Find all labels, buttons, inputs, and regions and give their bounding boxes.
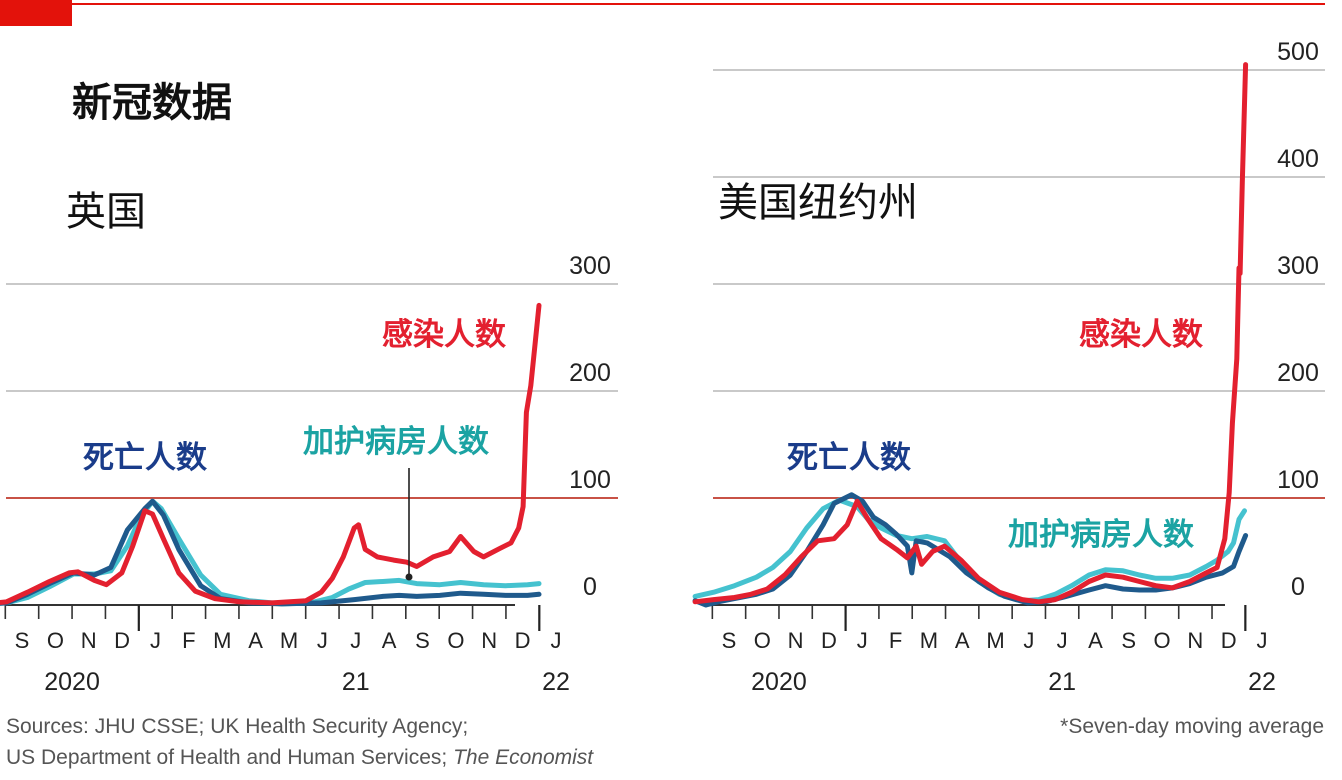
y-tick-label: 300 [1277,252,1319,280]
source-line-2: US Department of Health and Human Servic… [6,746,448,769]
x-month-label: F [182,628,195,653]
source-note: Sources: JHU CSSE; UK Health Security Ag… [6,711,593,773]
x-month-label: S [415,628,430,653]
series-line-cases [692,62,1249,605]
series-line-hospital [0,498,542,607]
footnote: *Seven-day moving average [1060,715,1324,738]
x-month-label: J [1257,628,1268,653]
x-month-label: N [788,628,804,653]
panel-title: 美国纽约州 [718,180,918,226]
x-month-label: D [114,628,130,653]
x-month-label: M [213,628,231,653]
x-year-label: 21 [342,668,370,696]
annotation-dot [405,573,413,581]
x-month-label: S [15,628,30,653]
x-month-label: M [986,628,1004,653]
series-label: 感染人数 [1079,317,1203,353]
x-month-label: O [754,628,771,653]
x-month-label: S [722,628,737,653]
x-month-label: A [248,628,263,653]
y-tick-label: 400 [1277,145,1319,173]
x-month-label: O [1154,628,1171,653]
source-italic: The Economist [453,746,594,769]
x-month-label: O [47,628,64,653]
x-month-label: D [821,628,837,653]
x-month-label: O [447,628,464,653]
x-month-label: M [920,628,938,653]
source-line-1: Sources: JHU CSSE; UK Health Security Ag… [6,715,469,738]
x-year-label: 2020 [44,668,100,696]
series-label: 死亡人数 [787,440,911,476]
x-year-label: 22 [542,668,570,696]
y-tick-label: 200 [569,359,611,387]
x-month-label: J [150,628,161,653]
y-tick-label: 0 [1291,573,1305,601]
series-label: 加护病房人数 [303,424,489,460]
brand-bar [0,0,72,26]
x-month-label: S [1121,628,1136,653]
series-label: 死亡人数 [83,440,207,476]
x-month-label: A [1088,628,1103,653]
x-month-label: J [1057,628,1068,653]
x-month-label: J [317,628,328,653]
x-month-label: N [81,628,97,653]
series-label: 加护病房人数 [1008,517,1194,553]
y-tick-label: 100 [569,466,611,494]
x-month-label: J [350,628,361,653]
x-month-label: J [1023,628,1034,653]
panel-title: 英国 [66,189,146,235]
y-tick-label: 0 [583,573,597,601]
x-month-label: A [955,628,970,653]
x-month-label: J [857,628,868,653]
y-tick-label: 200 [1277,359,1319,387]
y-tick-label: 500 [1277,38,1319,66]
x-year-label: 21 [1048,668,1076,696]
x-month-label: N [1187,628,1203,653]
x-month-label: A [382,628,397,653]
y-tick-label: 300 [569,252,611,280]
x-year-label: 22 [1248,668,1276,696]
figure-title: 新冠数据 [72,80,232,126]
y-tick-label: 100 [1277,466,1319,494]
series-label: 感染人数 [382,317,506,353]
x-month-label: J [551,628,562,653]
x-month-label: M [280,628,298,653]
x-month-label: D [1221,628,1237,653]
series-line-cases [0,302,542,606]
x-month-label: D [515,628,531,653]
series-line-deaths [0,498,542,607]
x-month-label: F [889,628,902,653]
x-month-label: N [481,628,497,653]
x-year-label: 2020 [751,668,807,696]
